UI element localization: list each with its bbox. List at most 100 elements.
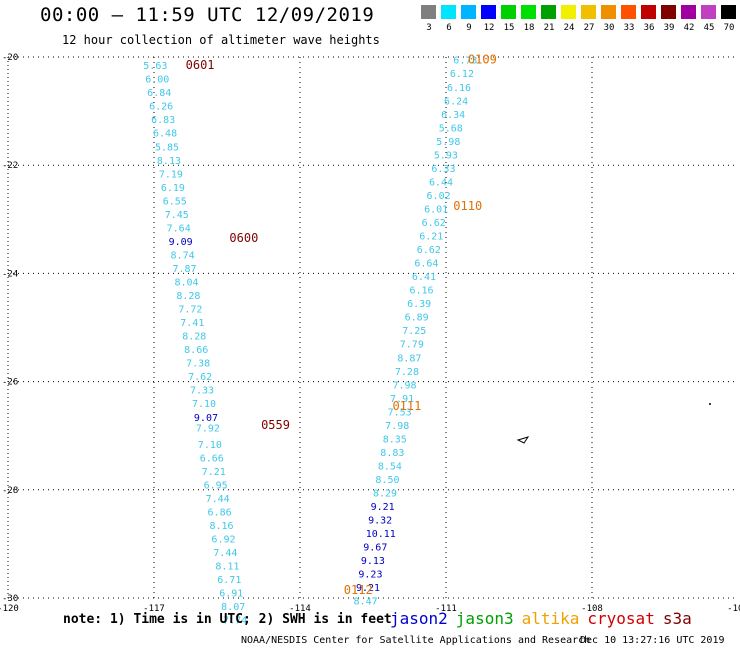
swh-reading: 7.87 [172,264,196,275]
satellite-legend: jason2 jason3 altika cryosat s3a [390,609,700,628]
colorbar-tick-label: 24 [563,23,575,33]
swh-reading: 8.54 [378,461,402,472]
satellite-legend-item: jason2 [390,609,448,628]
colorbar-swatch [601,5,616,19]
swh-reading: 6.39 [407,299,431,310]
swh-reading: 6.62 [422,218,446,229]
swh-reading: 8.07 [221,602,245,613]
swh-reading: 6.44 [429,177,453,188]
swh-reading: 7.74 [223,616,247,627]
pass-time-label: 0601 [186,58,215,72]
swh-reading: 6.19 [161,183,185,194]
pass-time-label: 0109 [468,53,497,67]
swh-reading: 6.12 [450,69,474,80]
colorbar-swatch [681,5,696,19]
swh-reading: 6.66 [200,453,224,464]
swh-reading: 5.85 [155,142,179,153]
swh-reading: 7.21 [202,467,226,478]
colorbar-swatch [661,5,676,19]
swh-reading: 7.62 [188,372,212,383]
credit-line: NOAA/NESDIS Center for Satellite Applica… [241,635,591,646]
lat-tick-label: -24 [2,269,18,279]
swh-reading: 7.79 [400,340,424,351]
swh-reading: 8.47 [354,597,378,608]
colorbar-swatch [721,5,736,19]
swh-reading: 7.72 [178,305,202,316]
satellite-legend-item: s3a [662,609,692,628]
pass-time-label: 0112 [344,583,373,597]
swh-reading: 6.01 [424,204,448,215]
swh-reading: 9.23 [358,570,382,581]
colorbar-tick-label: 12 [483,23,495,33]
colorbar-tick-label: 30 [603,23,615,33]
colorbar-swatch [501,5,516,19]
swh-reading: 7.44 [206,494,230,505]
colorbar-swatch [541,5,556,19]
swh-reading: 9.32 [368,516,392,527]
swh-reading: 6.33 [431,164,455,175]
swh-reading: 9.21 [371,502,395,513]
swh-reading: 6.92 [211,534,235,545]
swh-reading: 7.91 [390,394,414,405]
swh-reading: 6.34 [441,110,465,121]
pass-time-label: 0110 [453,199,482,213]
colorbar-swatch [561,5,576,19]
pass-time-label: 0559 [261,418,290,432]
colorbar-swatch [641,5,656,19]
swh-reading: 7.64 [167,223,191,234]
swh-reading: 9.07 [194,413,218,424]
swh-reading: 7.28 [395,367,419,378]
lon-tick-label: -105 [727,604,740,614]
swh-reading: 7.53 [388,407,412,418]
colorbar-tick-label: 9 [466,23,472,33]
lat-tick-label: -22 [2,161,18,171]
swh-reading: 6.55 [163,196,187,207]
lat-tick-label: -26 [2,378,18,388]
swh-reading: 6.26 [149,102,173,113]
grid-layer [7,56,738,599]
swh-reading: 7.19 [159,169,183,180]
island-shape [516,436,530,444]
swh-reading: 6.95 [204,480,228,491]
swh-reading: 8.04 [174,278,198,289]
track: 6.73 6.12 6.16 6.24 6.34 5.68 5.98 5.93 6.33 6.44… [344,53,497,608]
swh-reading: 6.89 [405,313,429,324]
swh-reading: 8.13 [157,156,181,167]
lat-tick-label: -30 [2,594,18,604]
swh-reading: 9.67 [363,543,387,554]
lon-tick-label: -108 [581,604,603,614]
colorbar-swatch [521,5,536,19]
swh-reading: 8.66 [184,345,208,356]
colorbar-swatch [461,5,476,19]
colorbar-tick-label: 6 [446,23,452,33]
lon-tick-label: -117 [143,604,165,614]
colorbar-swatch [701,5,716,19]
swh-reading: 5.93 [434,150,458,161]
swh-reading: 6.21 [419,232,443,243]
swh-reading: 9.21 [356,583,380,594]
swh-reading: 6.64 [414,259,438,270]
satellite-legend-item: cryosat [587,609,655,628]
swh-reading: 8.87 [397,353,421,364]
swh-reading: 6.84 [147,88,171,99]
satellite-legend-item: altika [521,609,580,628]
colorbar-tick-label: 33 [623,23,635,33]
swh-reading: 8.50 [375,475,399,486]
island-dot [709,403,711,405]
swh-reading: 7.92 [196,424,220,435]
swh-reading: 6.91 [219,589,243,600]
swh-reading: 6.83 [151,115,175,126]
colorbar-tick-label: 27 [583,23,595,33]
swh-reading: 7.45 [165,210,189,221]
colorbar-tick-label: 70 [723,23,735,33]
page-title: 00:00 – 11:59 UTC 12/09/2019 [40,4,375,26]
swh-reading: 6.00 [145,75,169,86]
satellite-legend-item: jason3 [455,609,514,628]
swh-reading: 6.16 [447,83,471,94]
swh-reading: 7.98 [392,380,416,391]
pass-time-label: 0111 [392,399,421,413]
lat-tick-label: -20 [2,53,18,63]
track: 5.63 6.00 6.84 6.26 6.83 6.48 5.85 8.13 7.19 6.19… [143,58,290,627]
swh-reading: 8.29 [373,489,397,500]
